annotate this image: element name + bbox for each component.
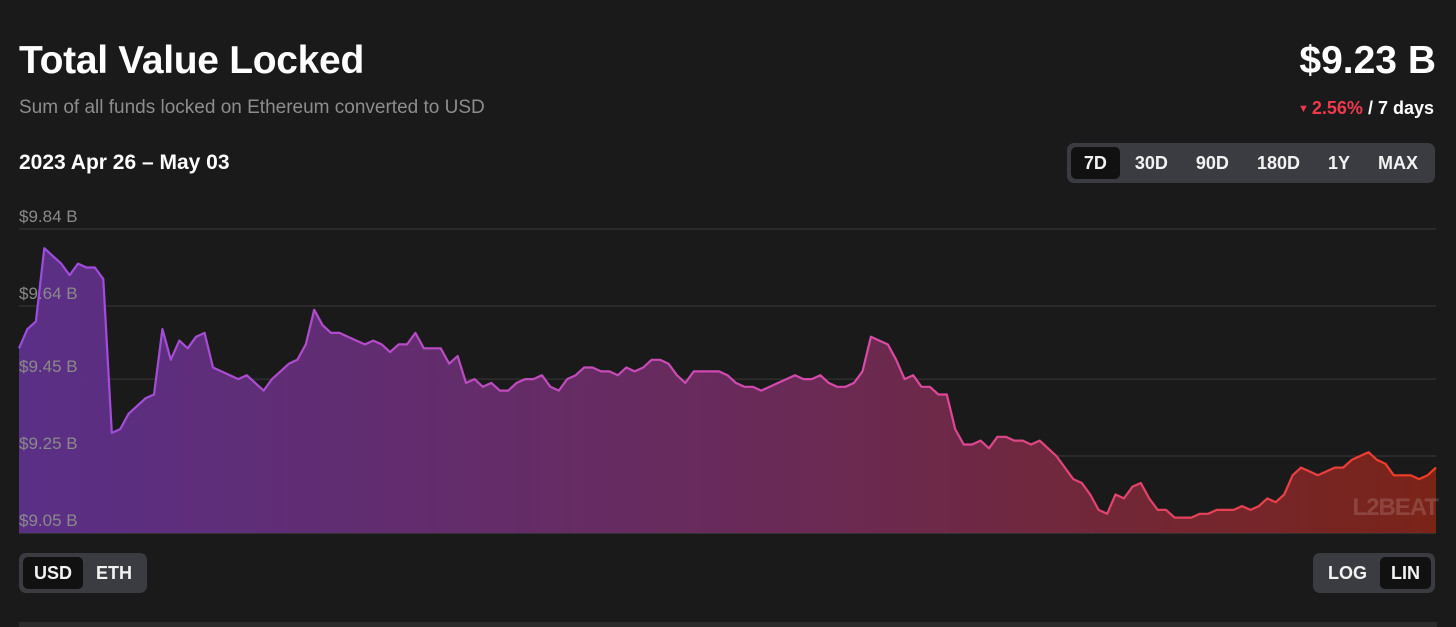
series-line	[17, 247, 1437, 519]
tvl-value: $9.23 B	[1299, 39, 1436, 82]
scale-lin-button[interactable]: LIN	[1380, 557, 1431, 589]
scale-log-button[interactable]: LOG	[1317, 557, 1378, 589]
change-indicator: ▼ 2.56%	[1298, 98, 1363, 118]
area-fill	[19, 248, 1436, 533]
page-subtitle: Sum of all funds locked on Ethereum conv…	[19, 97, 485, 118]
y-tick-label: $9.45 B	[19, 357, 78, 376]
l2beat-logo: L2BEAT	[1352, 494, 1439, 521]
y-tick-label: $9.05 B	[19, 511, 78, 530]
page-title: Total Value Locked	[19, 39, 364, 82]
unit-eth-button[interactable]: ETH	[85, 557, 143, 589]
unit-usd-button[interactable]: USD	[23, 557, 84, 589]
y-tick-label: $9.84 B	[19, 207, 78, 226]
y-tick-label: $9.64 B	[19, 284, 78, 303]
unit-selector: USD ETH	[19, 553, 148, 593]
change-row: ▼ 2.56% / 7 days	[1298, 98, 1434, 119]
y-tick-label: $9.25 B	[19, 434, 78, 453]
change-percent: 2.56%	[1311, 98, 1363, 118]
range-7d-button[interactable]: 7D	[1070, 147, 1120, 179]
range-1y-button[interactable]: 1Y	[1315, 147, 1363, 179]
tvl-chart: $9.84 B $9.64 B $9.45 B $9.25 B $9.05 B	[17, 207, 1437, 534]
range-180d-button[interactable]: 180D	[1244, 147, 1313, 179]
scale-selector: LOG LIN	[1313, 553, 1435, 593]
range-selector: 7D 30D 90D 180D 1Y MAX	[1066, 143, 1435, 183]
y-tick-labels: $9.84 B $9.64 B $9.45 B $9.25 B $9.05 B	[19, 207, 78, 530]
range-max-button[interactable]: MAX	[1365, 147, 1431, 179]
change-period: / 7 days	[1367, 98, 1434, 118]
range-90d-button[interactable]: 90D	[1183, 147, 1242, 179]
divider	[19, 622, 1437, 627]
caret-down-icon: ▼	[1298, 103, 1309, 115]
date-range: 2023 Apr 26 – May 03	[19, 151, 230, 174]
range-30d-button[interactable]: 30D	[1122, 147, 1181, 179]
